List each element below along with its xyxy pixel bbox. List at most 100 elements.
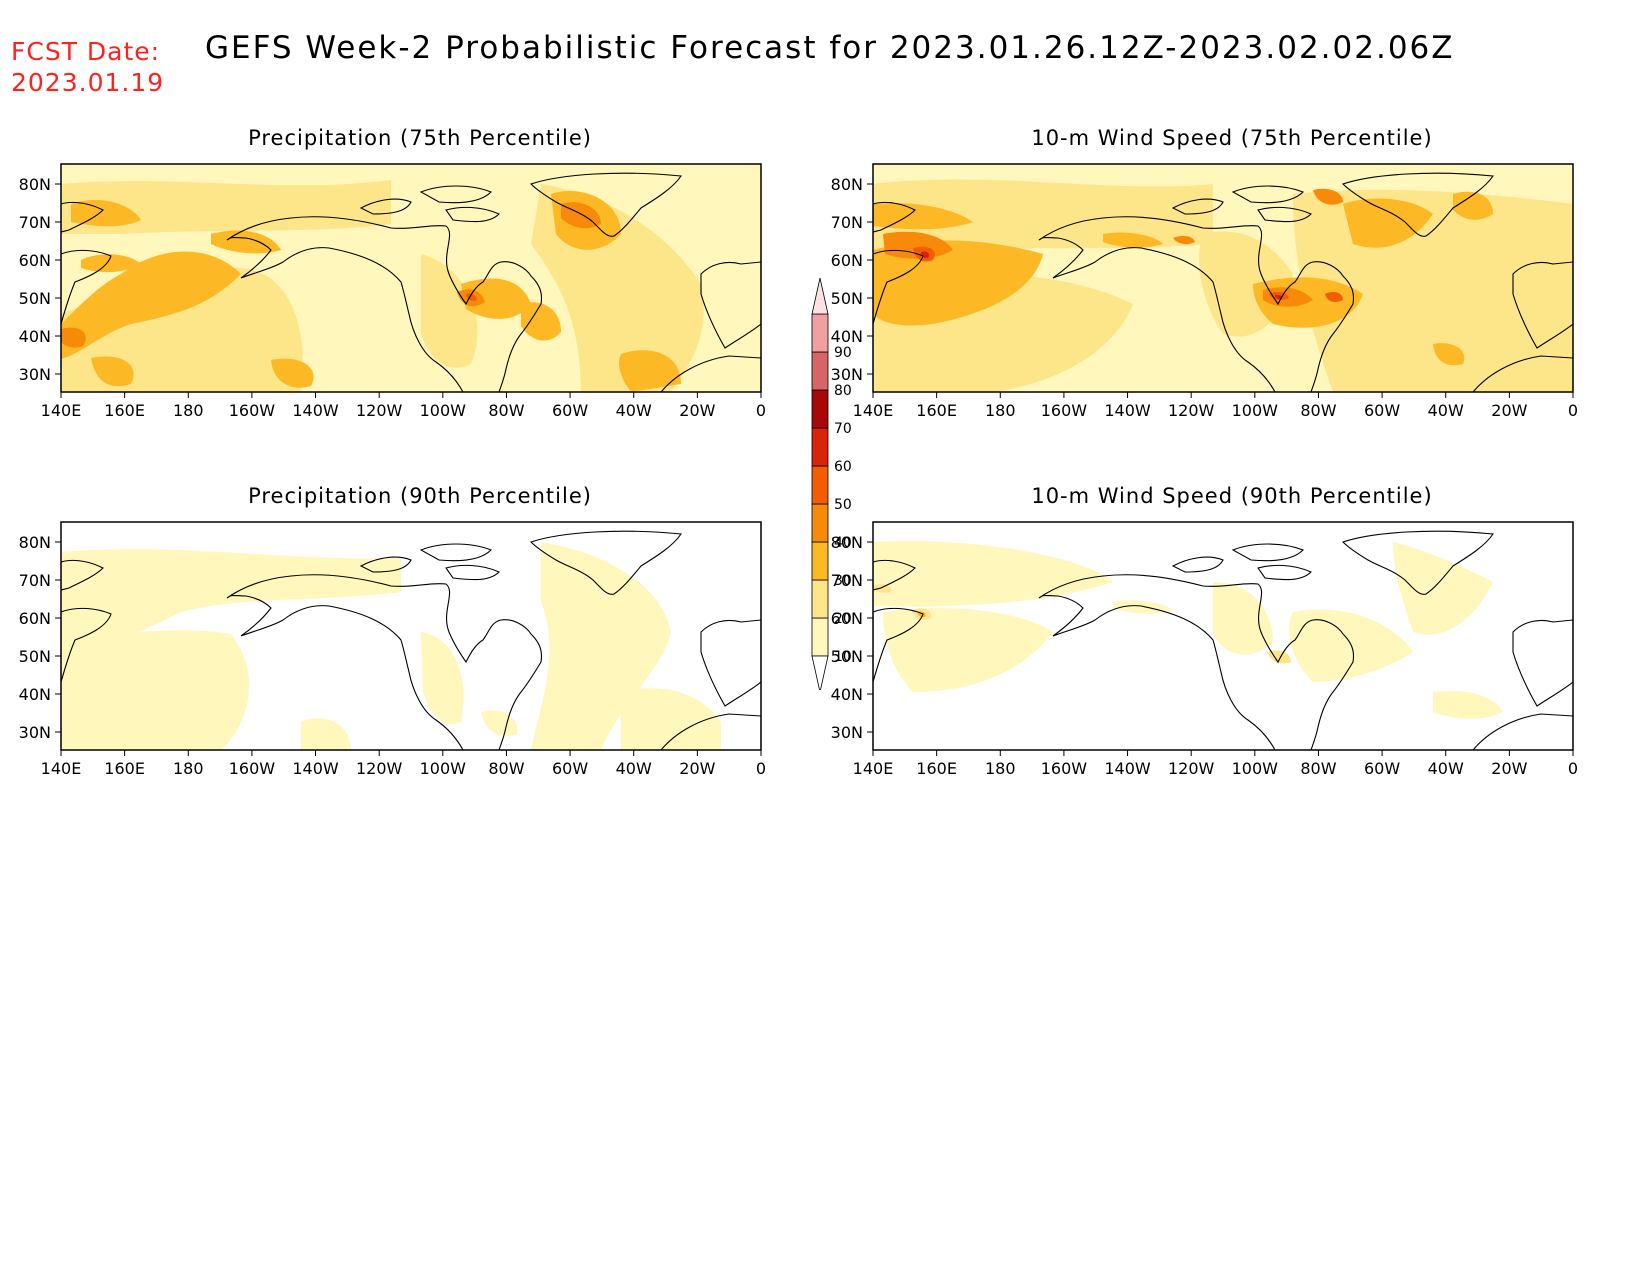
lon-tick-label: 100W	[1232, 759, 1279, 778]
probability-field	[873, 522, 1573, 750]
lon-tick-label: 160W	[229, 759, 276, 778]
coastline	[1257, 564, 1312, 581]
coastline	[1231, 543, 1304, 562]
coastline	[700, 261, 761, 349]
map-frame	[872, 163, 1574, 393]
coastline	[226, 216, 543, 392]
probability-contour	[211, 230, 281, 254]
lon-tick-label: 20W	[679, 401, 715, 420]
lon-tick-label: 80W	[1300, 401, 1336, 420]
coastline	[873, 249, 924, 325]
colorbar-label: 50	[834, 497, 852, 513]
panel-title: 10-m Wind Speed (90th Percentile)	[1031, 484, 1433, 508]
coastline	[61, 249, 112, 325]
probability-field	[61, 164, 761, 392]
lon-tick-label: 180	[173, 401, 204, 420]
colorbar-segment	[811, 313, 829, 353]
lat-tick-label: 80N	[831, 175, 863, 194]
probability-contour	[61, 180, 391, 234]
colorbar-label: 40	[834, 535, 852, 551]
map-panel-wind-75: 10-m Wind Speed (75th Percentile) 140E 16…	[812, 126, 1650, 420]
map-frame	[872, 521, 1574, 751]
lon-tick-label: 120W	[1168, 401, 1215, 420]
lat-tick-label: 70N	[831, 571, 863, 590]
probability-contour	[61, 251, 241, 359]
colorbar-label: 70	[834, 421, 852, 437]
probability-contour	[1343, 198, 1433, 248]
probability-contour	[873, 584, 892, 593]
probability-contour	[873, 240, 1043, 326]
lon-tick-label: 140W	[292, 759, 339, 778]
lat-tick-label: 40N	[19, 685, 51, 704]
coastline	[873, 607, 924, 683]
probability-contour	[1173, 235, 1195, 245]
lon-tick-label: 180	[985, 759, 1016, 778]
colorbar-segment	[811, 503, 829, 543]
colorbar-legend: 10 20 30 40 50 60 70 80 90	[811, 277, 852, 690]
lat-tick-label: 50N	[831, 647, 863, 666]
coastline	[873, 559, 916, 591]
lat-tick-label: 70N	[831, 213, 863, 232]
lon-tick-label: 160E	[104, 401, 145, 420]
probability-contour	[81, 254, 141, 273]
panel-title: 10-m Wind Speed (75th Percentile)	[1031, 126, 1433, 150]
lon-tick-label: 40W	[1428, 401, 1464, 420]
map-svg: 140E 160E 180 160W 140W 120W 100W 80W 60W 40W 20W 0…	[831, 521, 1578, 778]
colorbar-label: 90	[834, 345, 852, 361]
coastline	[660, 713, 761, 750]
lon-tick-label: 160W	[1041, 759, 1088, 778]
lat-tick-label: 30N	[831, 723, 863, 742]
lon-tick-label: 160E	[104, 759, 145, 778]
map-panel-precip-75: Precipitation (75th Percentile) 140E 160E…	[0, 126, 840, 420]
coastline	[419, 543, 492, 562]
coastline	[61, 607, 112, 683]
lon-tick-label: 180	[985, 401, 1016, 420]
lon-tick-label: 140W	[1104, 759, 1151, 778]
map-svg: 140E 160E 180 160W 140W 120W 100W 80W 60W 40W 20W 0…	[19, 163, 766, 420]
lon-tick-label: 0	[1568, 401, 1578, 420]
lon-tick-label: 100W	[420, 759, 467, 778]
probability-contour	[61, 327, 86, 348]
coastline	[1472, 355, 1573, 392]
lon-tick-label: 140W	[1104, 401, 1151, 420]
lat-tick-label: 80N	[831, 533, 863, 552]
coastline	[445, 564, 500, 581]
lon-tick-label: 120W	[356, 401, 403, 420]
map-svg: 140E 160E 180 160W 140W 120W 100W 80W 60W 40W 20W 0…	[19, 521, 766, 778]
probability-contour	[883, 231, 953, 259]
coastline	[359, 556, 412, 573]
colorbar-cap-top	[811, 277, 829, 315]
colorbar-label: 10	[834, 649, 852, 665]
lon-tick-label: 160W	[229, 401, 276, 420]
lat-tick-label: 80N	[19, 175, 51, 194]
colorbar-label: 30	[834, 573, 852, 589]
lon-tick-label: 120W	[356, 759, 403, 778]
lon-tick-label: 120W	[1168, 759, 1215, 778]
lat-tick-label: 80N	[19, 533, 51, 552]
probability-contour	[301, 718, 351, 750]
lon-tick-label: 140W	[292, 401, 339, 420]
lon-tick-label: 60W	[552, 759, 588, 778]
probability-contour	[1433, 343, 1465, 366]
coastline	[1512, 619, 1573, 707]
lon-tick-label: 80W	[488, 759, 524, 778]
coastline	[1171, 556, 1224, 573]
lat-tick-label: 50N	[831, 289, 863, 308]
lat-tick-label: 40N	[831, 327, 863, 346]
lon-tick-label: 160E	[916, 759, 957, 778]
panel-title: Precipitation (75th Percentile)	[248, 126, 592, 150]
probability-contour	[1213, 582, 1273, 655]
coastline	[1038, 574, 1355, 750]
lat-tick-label: 60N	[19, 251, 51, 270]
lon-tick-label: 100W	[1232, 401, 1279, 420]
lat-tick-label: 40N	[831, 685, 863, 704]
probability-contour	[1433, 690, 1503, 719]
lon-tick-label: 0	[756, 759, 766, 778]
coastline	[61, 201, 104, 233]
forecast-date-value: 2023.01.19	[11, 68, 165, 97]
colorbar-cap-bottom	[811, 655, 829, 690]
lon-tick-label: 0	[1568, 759, 1578, 778]
colorbar-label: 20	[834, 611, 852, 627]
lon-tick-label: 40W	[1428, 759, 1464, 778]
lon-tick-label: 20W	[679, 759, 715, 778]
